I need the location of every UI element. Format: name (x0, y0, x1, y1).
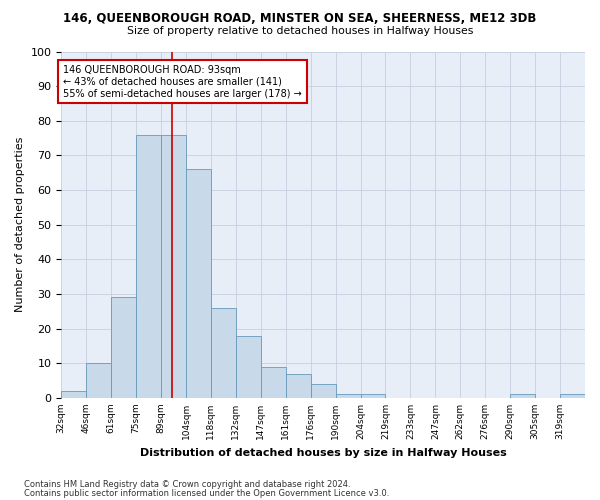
Bar (211, 308, 236, 398)
Bar (286, 374, 311, 398)
Y-axis label: Number of detached properties: Number of detached properties (15, 137, 25, 312)
Bar (510, 394, 535, 398)
Bar (236, 336, 261, 398)
Bar (86, 364, 111, 398)
Text: 146 QUEENBOROUGH ROAD: 93sqm
← 43% of detached houses are smaller (141)
55% of s: 146 QUEENBOROUGH ROAD: 93sqm ← 43% of de… (63, 66, 302, 98)
Bar (335, 394, 361, 398)
Bar (311, 384, 335, 398)
Text: Contains HM Land Registry data © Crown copyright and database right 2024.: Contains HM Land Registry data © Crown c… (24, 480, 350, 489)
Text: Size of property relative to detached houses in Halfway Houses: Size of property relative to detached ho… (127, 26, 473, 36)
Bar (111, 298, 136, 398)
Bar (560, 394, 585, 398)
Bar (136, 134, 161, 398)
Bar (61, 391, 86, 398)
Text: 146, QUEENBOROUGH ROAD, MINSTER ON SEA, SHEERNESS, ME12 3DB: 146, QUEENBOROUGH ROAD, MINSTER ON SEA, … (64, 12, 536, 26)
Bar (186, 170, 211, 398)
X-axis label: Distribution of detached houses by size in Halfway Houses: Distribution of detached houses by size … (140, 448, 506, 458)
Bar (161, 134, 186, 398)
Bar (261, 367, 286, 398)
Text: Contains public sector information licensed under the Open Government Licence v3: Contains public sector information licen… (24, 488, 389, 498)
Bar (361, 394, 385, 398)
